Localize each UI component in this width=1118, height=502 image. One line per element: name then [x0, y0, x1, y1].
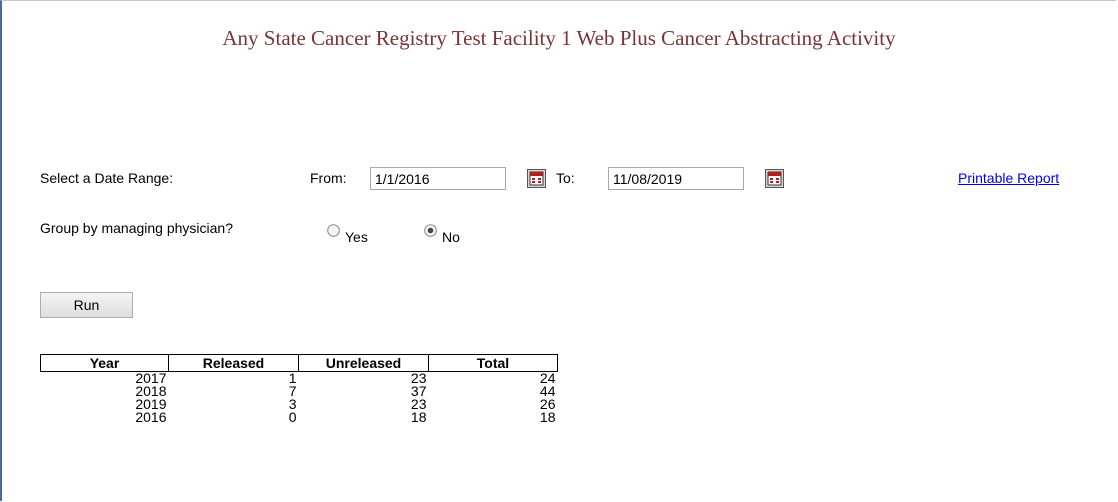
- radio-button[interactable]: [327, 224, 340, 237]
- column-header: Released: [168, 354, 299, 372]
- table-cell: 23: [410, 370, 427, 386]
- table-cell: 3: [288, 396, 297, 412]
- table-cell: 2017: [135, 370, 167, 386]
- radio-button[interactable]: [424, 224, 437, 237]
- table-cell: 2018: [135, 383, 167, 399]
- table-cell: 18: [539, 409, 556, 425]
- page-title: Any State Cancer Registry Test Facility …: [222, 26, 896, 50]
- activity-table: Year Released Unreleased Total 2017 1 23 24 201…: [40, 354, 558, 424]
- from-input[interactable]: 1/1/2016: [370, 167, 506, 190]
- to-label: To:: [556, 170, 575, 186]
- table-row: 2018 7 37 44: [41, 383, 558, 399]
- from-label: From:: [310, 170, 347, 186]
- table-cell: 7: [288, 383, 297, 399]
- column-header: Year: [40, 354, 169, 372]
- to-calendar-button[interactable]: [765, 169, 784, 188]
- column-header: Total: [428, 354, 558, 372]
- date-range-label: Select a Date Range:: [40, 170, 174, 186]
- table-row: 2019 3 23 26: [41, 396, 558, 412]
- printable-report-link[interactable]: Printable Report: [958, 170, 1060, 186]
- table-cell: 2019: [135, 396, 167, 412]
- table-row: 2017 1 23 24: [41, 370, 558, 386]
- table-row: 2016 0 18 18: [41, 409, 558, 425]
- run-button[interactable]: Run: [40, 292, 133, 318]
- table-cell: 37: [410, 383, 427, 399]
- group-label: Group by managing physician?: [40, 220, 234, 236]
- table-cell: 44: [539, 383, 556, 399]
- to-input[interactable]: 11/08/2019: [608, 167, 744, 190]
- from-calendar-button[interactable]: [527, 169, 546, 188]
- column-header: Unreleased: [298, 354, 429, 372]
- header-row: Year Released Unreleased Total: [40, 354, 558, 372]
- table-cell: 24: [539, 370, 556, 386]
- table-cell: 26: [539, 396, 556, 412]
- table-cell: 0: [288, 409, 297, 425]
- radio-label[interactable]: Yes: [345, 229, 368, 245]
- table-cell: 2016: [135, 409, 167, 425]
- radio-label[interactable]: No: [442, 229, 460, 245]
- table-cell: 18: [410, 409, 427, 425]
- table-cell: 1: [288, 370, 297, 386]
- table-cell: 23: [410, 396, 427, 412]
